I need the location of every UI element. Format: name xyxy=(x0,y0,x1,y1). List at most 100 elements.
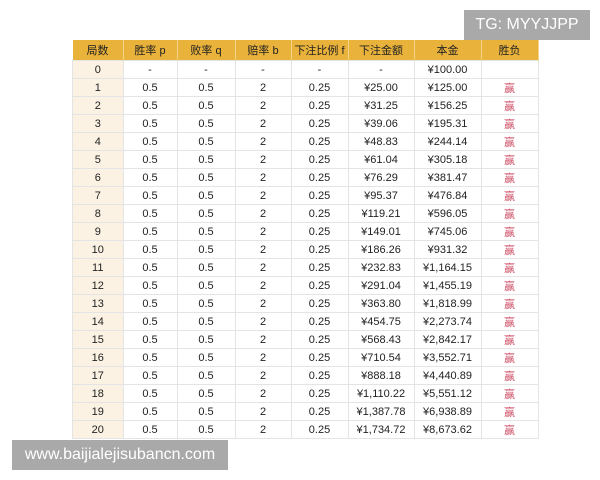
table-cell: 0.25 xyxy=(290,186,349,205)
table-cell: ¥39.06 xyxy=(347,114,415,133)
table-cell: 2 xyxy=(234,294,292,313)
table-cell: ¥291.04 xyxy=(347,276,415,295)
table-cell: 7 xyxy=(72,186,124,205)
table-row: 10 0.5 0.5 2 0.25 ¥186.26 ¥931.32 赢 xyxy=(72,240,539,259)
table-cell: 0.5 xyxy=(122,132,178,151)
table-row: 17 0.5 0.5 2 0.25 ¥888.18 ¥4,440.89 赢 xyxy=(72,366,539,385)
table-cell: 0.5 xyxy=(176,420,236,439)
table-cell: 0 xyxy=(72,60,124,79)
table-row: 6 0.5 0.5 2 0.25 ¥76.29 ¥381.47 赢 xyxy=(72,168,539,187)
table-cell: 0.5 xyxy=(176,96,236,115)
table-cell: ¥2,273.74 xyxy=(413,312,482,331)
table-cell: ¥8,673.62 xyxy=(413,420,482,439)
table-row: 4 0.5 0.5 2 0.25 ¥48.83 ¥244.14 赢 xyxy=(72,132,539,151)
table-cell: 0.5 xyxy=(122,78,178,97)
table-cell: 0.5 xyxy=(176,366,236,385)
table-cell: 0.25 xyxy=(290,294,349,313)
table-cell: 0.25 xyxy=(290,420,349,439)
table-cell: 2 xyxy=(234,132,292,151)
table-cell: 0.5 xyxy=(176,186,236,205)
table-cell: ¥1,164.15 xyxy=(413,258,482,277)
table-cell: ¥195.31 xyxy=(413,114,482,133)
column-header: 败率 q xyxy=(177,40,236,61)
table-cell: ¥25.00 xyxy=(347,78,415,97)
table-header: 局数 胜率 p 败率 q 赔率 b 下注比例 f 下注金额 本金 胜负 xyxy=(72,40,539,61)
table-cell: 0.5 xyxy=(122,276,178,295)
table-cell: 0.5 xyxy=(176,168,236,187)
table-cell: 4 xyxy=(72,132,124,151)
table-cell: 2 xyxy=(234,276,292,295)
column-header: 胜率 p xyxy=(123,40,178,61)
table-cell xyxy=(480,60,539,79)
table-cell: 0.5 xyxy=(176,204,236,223)
table-row: 19 0.5 0.5 2 0.25 ¥1,387.78 ¥6,938.89 赢 xyxy=(72,402,539,421)
table-cell: ¥2,842.17 xyxy=(413,330,482,349)
table-cell: 0.5 xyxy=(176,222,236,241)
table-cell: ¥31.25 xyxy=(347,96,415,115)
table-cell: 2 xyxy=(234,150,292,169)
table-cell: 2 xyxy=(234,114,292,133)
table-cell: 10 xyxy=(72,240,124,259)
table-cell: 2 xyxy=(234,348,292,367)
table-cell: ¥3,552.71 xyxy=(413,348,482,367)
table-cell: 9 xyxy=(72,222,124,241)
table-cell: 赢 xyxy=(480,312,539,331)
table-cell: 0.5 xyxy=(176,78,236,97)
table-cell: 0.5 xyxy=(122,150,178,169)
table-cell: 赢 xyxy=(480,348,539,367)
table-cell: 1 xyxy=(72,78,124,97)
table-cell: 0.25 xyxy=(290,114,349,133)
table-row: 2 0.5 0.5 2 0.25 ¥31.25 ¥156.25 赢 xyxy=(72,96,539,115)
table-cell: 赢 xyxy=(480,384,539,403)
table-cell: 2 xyxy=(234,240,292,259)
table-row: 8 0.5 0.5 2 0.25 ¥119.21 ¥596.05 赢 xyxy=(72,204,539,223)
column-header: 下注比例 f xyxy=(291,40,349,61)
table-cell: 0.5 xyxy=(122,348,178,367)
table-cell: 14 xyxy=(72,312,124,331)
table-cell: 0.5 xyxy=(122,366,178,385)
table-cell: - xyxy=(290,60,349,79)
table-cell: 0.5 xyxy=(176,330,236,349)
table-cell: 0.25 xyxy=(290,204,349,223)
table-cell: 3 xyxy=(72,114,124,133)
table-cell: 0.5 xyxy=(176,258,236,277)
table-cell: 0.25 xyxy=(290,150,349,169)
table-cell: 0.5 xyxy=(122,222,178,241)
table-cell: 8 xyxy=(72,204,124,223)
table-cell: ¥125.00 xyxy=(413,78,482,97)
table-row: 1 0.5 0.5 2 0.25 ¥25.00 ¥125.00 赢 xyxy=(72,78,539,97)
table-cell: 0.5 xyxy=(122,186,178,205)
table-cell: ¥95.37 xyxy=(347,186,415,205)
table-cell: 赢 xyxy=(480,420,539,439)
table-cell: 赢 xyxy=(480,168,539,187)
betting-table: 局数 胜率 p 败率 q 赔率 b 下注比例 f 下注金额 本金 胜负 0- - - - - ¥100.… xyxy=(72,40,539,439)
table-cell: 0.5 xyxy=(176,132,236,151)
table-cell: 0.5 xyxy=(176,384,236,403)
table-cell: 0.5 xyxy=(122,114,178,133)
table-cell: 2 xyxy=(234,420,292,439)
table-cell: 2 xyxy=(234,222,292,241)
table-row: 15 0.5 0.5 2 0.25 ¥568.43 ¥2,842.17 赢 xyxy=(72,330,539,349)
table-row: 7 0.5 0.5 2 0.25 ¥95.37 ¥476.84 赢 xyxy=(72,186,539,205)
table-cell: 13 xyxy=(72,294,124,313)
table-cell: 赢 xyxy=(480,78,539,97)
table-cell: 16 xyxy=(72,348,124,367)
table-cell: 0.25 xyxy=(290,348,349,367)
table-cell: ¥710.54 xyxy=(347,348,415,367)
table-cell: 赢 xyxy=(480,276,539,295)
table-cell: 2 xyxy=(72,96,124,115)
table-cell: 0.5 xyxy=(176,150,236,169)
table-cell: ¥1,818.99 xyxy=(413,294,482,313)
table-row: 16 0.5 0.5 2 0.25 ¥710.54 ¥3,552.71 赢 xyxy=(72,348,539,367)
table-cell: 18 xyxy=(72,384,124,403)
table-row: 9 0.5 0.5 2 0.25 ¥149.01 ¥745.06 赢 xyxy=(72,222,539,241)
table-cell: 0.25 xyxy=(290,78,349,97)
table-cell: ¥1,734.72 xyxy=(347,420,415,439)
table-row: 12 0.5 0.5 2 0.25 ¥291.04 ¥1,455.19 赢 xyxy=(72,276,539,295)
table-cell: 0.25 xyxy=(290,366,349,385)
table-cell: 11 xyxy=(72,258,124,277)
table-cell: 0.5 xyxy=(122,402,178,421)
table-cell: 0.25 xyxy=(290,132,349,151)
watermark-tg: TG: MYYJJPP xyxy=(464,10,590,40)
table-cell: 2 xyxy=(234,204,292,223)
